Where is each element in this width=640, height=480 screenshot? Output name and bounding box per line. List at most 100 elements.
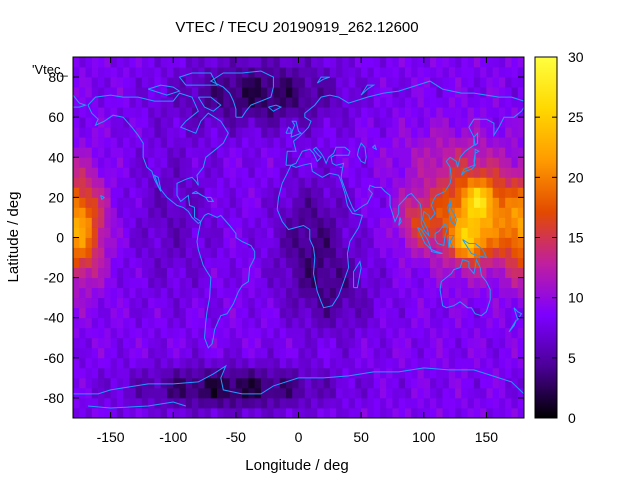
heatmap-cell — [329, 277, 337, 289]
heatmap-cell — [480, 267, 487, 279]
heatmap-cell — [85, 197, 93, 208]
heatmap-cell — [323, 117, 331, 128]
heatmap-cell — [361, 57, 368, 68]
heatmap-cell — [248, 307, 256, 319]
heatmap-cell — [279, 407, 287, 419]
heatmap-cell — [273, 297, 281, 309]
heatmap-cell — [154, 357, 162, 369]
heatmap-cell — [248, 407, 256, 419]
heatmap-cell — [91, 97, 99, 108]
heatmap-cell — [223, 77, 230, 88]
heatmap-cell — [311, 327, 318, 339]
heatmap-cell — [486, 347, 494, 359]
heatmap-cell — [285, 377, 293, 389]
heatmap-cell — [198, 257, 205, 268]
heatmap-cell — [248, 107, 256, 118]
heatmap-cell — [135, 97, 143, 108]
heatmap-cell — [148, 287, 155, 299]
heatmap-cell — [317, 177, 324, 188]
heatmap-cell — [423, 277, 431, 289]
heatmap-cell — [116, 217, 124, 228]
heatmap-cell — [367, 97, 375, 108]
heatmap-cell — [267, 247, 274, 258]
heatmap-cell — [392, 247, 400, 258]
heatmap-cell — [85, 297, 93, 309]
heatmap-cell — [141, 267, 149, 279]
heatmap-cell — [104, 57, 111, 68]
heatmap-cell — [141, 377, 149, 389]
heatmap-cell — [123, 177, 130, 188]
heatmap-cell — [298, 317, 306, 329]
heatmap-cell — [242, 177, 249, 188]
heatmap-cell — [73, 207, 80, 218]
heatmap-cell — [323, 337, 331, 349]
heatmap-cell — [260, 247, 268, 258]
heatmap-cell — [411, 87, 418, 98]
heatmap-cell — [430, 167, 437, 178]
heatmap-cell — [210, 357, 218, 369]
heatmap-cell — [423, 137, 431, 148]
heatmap-cell — [148, 77, 155, 88]
colorbar-tick-label: 25 — [568, 109, 584, 125]
heatmap-cell — [298, 367, 306, 379]
heatmap-cell — [248, 367, 256, 379]
heatmap-cell — [461, 187, 469, 198]
heatmap-cell — [273, 277, 281, 289]
heatmap-cell — [379, 197, 387, 208]
heatmap-cell — [123, 267, 130, 279]
heatmap-cell — [411, 177, 418, 188]
heatmap-cell — [217, 77, 224, 88]
heatmap-cell — [386, 307, 393, 319]
heatmap-cell — [317, 187, 324, 198]
heatmap-cell — [279, 107, 287, 118]
heatmap-cell — [379, 77, 387, 88]
heatmap-cell — [423, 347, 431, 359]
heatmap-cell — [348, 357, 356, 369]
heatmap-cell — [404, 207, 412, 218]
heatmap-cell — [461, 87, 469, 98]
heatmap-cell — [461, 397, 469, 409]
heatmap-cell — [204, 67, 212, 78]
heatmap-cell — [492, 297, 500, 309]
heatmap-cell — [442, 267, 450, 279]
heatmap-cell — [373, 387, 381, 399]
heatmap-cell — [455, 97, 462, 108]
heatmap-cell — [386, 127, 393, 138]
heatmap-cell — [511, 377, 519, 389]
heatmap-cell — [229, 167, 237, 178]
heatmap-cell — [242, 217, 249, 228]
heatmap-cell — [386, 107, 393, 118]
heatmap-cell — [217, 177, 224, 188]
heatmap-cell — [73, 67, 80, 78]
heatmap-cell — [517, 407, 525, 419]
heatmap-cell — [154, 397, 162, 409]
heatmap-cell — [486, 207, 494, 218]
heatmap-cell — [267, 317, 274, 329]
heatmap-cell — [85, 327, 93, 339]
heatmap-cell — [235, 357, 243, 369]
heatmap-cell — [304, 207, 312, 218]
heatmap-cell — [404, 147, 412, 158]
heatmap-cell — [398, 127, 406, 138]
heatmap-cell — [317, 67, 324, 78]
heatmap-cell — [498, 237, 506, 248]
heatmap-cell — [104, 117, 111, 128]
y-tick-label: 60 — [48, 109, 64, 125]
heatmap-cell — [160, 327, 168, 339]
heatmap-cell — [279, 87, 287, 98]
heatmap-cell — [141, 407, 149, 419]
heatmap-cell — [166, 97, 174, 108]
heatmap-cell — [455, 77, 462, 88]
heatmap-cell — [192, 57, 199, 68]
heatmap-cell — [85, 157, 93, 168]
heatmap-cell — [192, 327, 199, 339]
heatmap-cell — [254, 347, 262, 359]
heatmap-cell — [229, 247, 237, 258]
heatmap-cell — [511, 147, 519, 158]
heatmap-cell — [129, 277, 137, 289]
heatmap-cell — [442, 77, 450, 88]
heatmap-cell — [148, 87, 155, 98]
heatmap-cell — [292, 277, 299, 289]
heatmap-cell — [304, 227, 312, 238]
heatmap-cell — [492, 227, 500, 238]
